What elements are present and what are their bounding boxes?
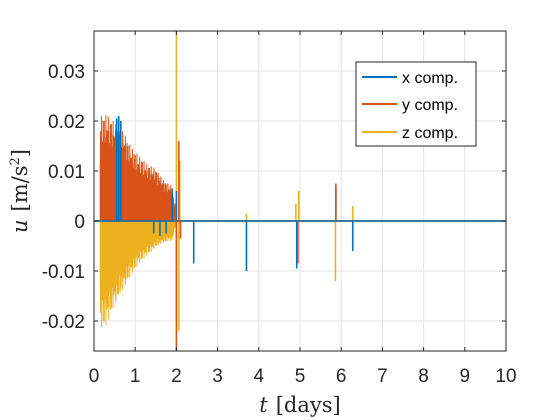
x-tick-label: 3 <box>212 366 223 387</box>
legend-label-x: x comp. <box>402 70 458 87</box>
x-tick-label: 10 <box>495 366 516 387</box>
y-axis-label: u[m/s2] <box>8 149 32 233</box>
y-tick-label: 0.03 <box>48 62 85 83</box>
x-tick-label: 8 <box>418 366 429 387</box>
legend-label-y: y comp. <box>402 97 458 114</box>
x-tick-label: 4 <box>254 366 265 387</box>
axis-ticks <box>93 31 507 351</box>
y-tick-label: 0.02 <box>48 112 85 133</box>
x-axis-label: t [days] <box>259 393 340 417</box>
series-x <box>94 116 506 271</box>
y-tick-label: -0.01 <box>42 262 85 283</box>
y-tick-label: 0.01 <box>48 162 85 183</box>
x-tick-labels: 0 1 2 3 4 5 6 7 8 9 10 <box>89 366 517 387</box>
x-tick-label: 0 <box>89 366 100 387</box>
x-tick-label: 2 <box>171 366 182 387</box>
legend-label-z: z comp. <box>402 125 458 142</box>
series-layer <box>94 31 506 351</box>
legend: x comp. y comp. z comp. <box>355 61 477 147</box>
y-tick-label: 0 <box>74 212 85 233</box>
y-tick-label: -0.02 <box>42 312 85 333</box>
x-tick-label: 6 <box>336 366 347 387</box>
series-y-spikes <box>174 141 337 351</box>
x-tick-label: 1 <box>130 366 141 387</box>
x-tick-label: 7 <box>377 366 388 387</box>
x-tick-label: 9 <box>460 366 471 387</box>
y-tick-labels: -0.02 -0.01 0 0.01 0.02 0.03 <box>42 62 85 333</box>
x-tick-label: 5 <box>295 366 306 387</box>
